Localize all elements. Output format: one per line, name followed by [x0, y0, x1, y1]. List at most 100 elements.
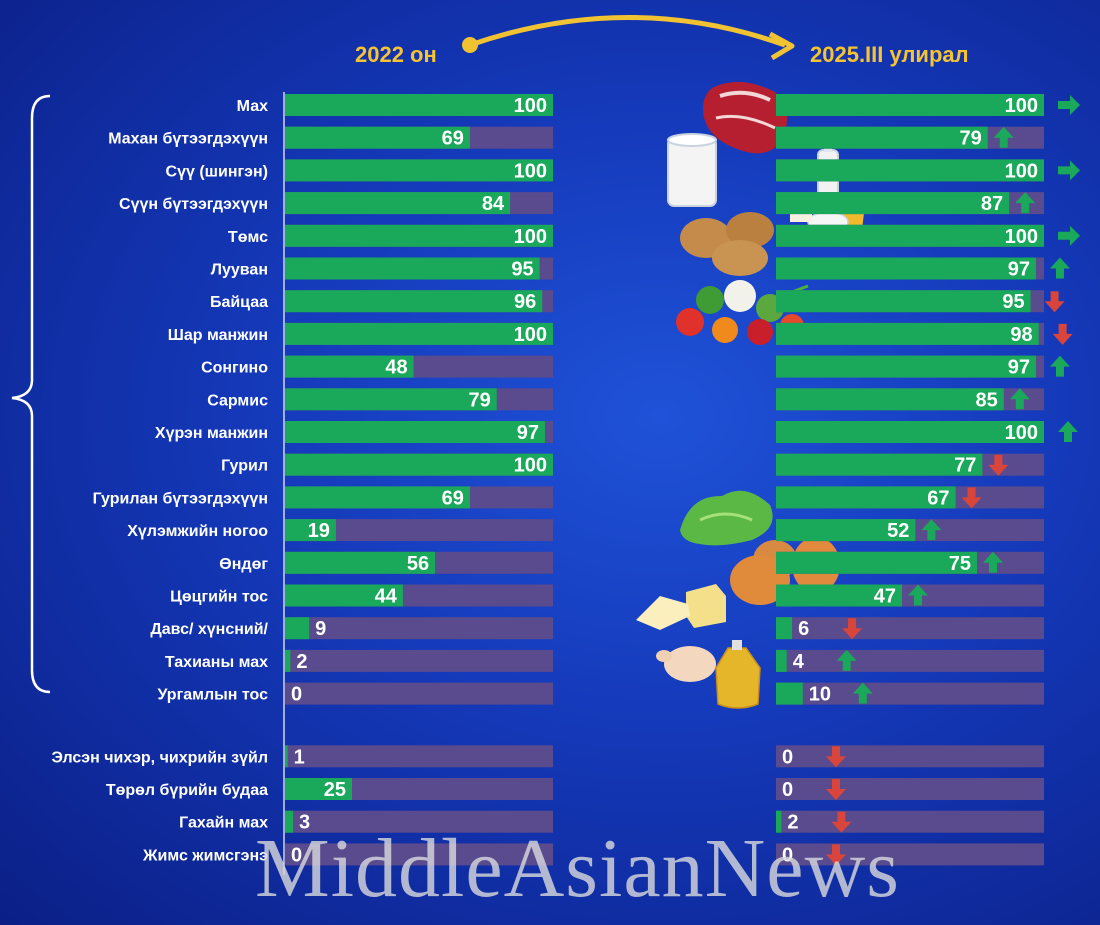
category-label: Байцаа: [210, 294, 268, 311]
bar-2022-bar: [285, 290, 543, 313]
dairy-products-icon: [790, 140, 866, 233]
bar-2025-value-label: 85: [976, 389, 998, 411]
bar-2025-value-label: 87: [981, 193, 1003, 215]
chicken-icon: [656, 646, 716, 682]
trend-up-arrow-icon: [921, 519, 942, 541]
trend-right-arrow-icon: [1058, 225, 1080, 246]
bar-2025-track: [776, 617, 1044, 640]
bar-2025-bar: [776, 519, 916, 542]
bar-2022-value-label: 69: [442, 128, 464, 150]
trend-up-arrow-icon: [907, 584, 928, 606]
bar-2025-bar: [776, 94, 1044, 116]
bar-2025-value-label: 97: [1008, 259, 1030, 281]
trend-up-arrow-icon: [1049, 257, 1070, 279]
trend-down-arrow-icon: [1052, 323, 1073, 345]
category-label: Сармис: [207, 392, 268, 409]
bar-2025-value-label: 75: [949, 553, 971, 575]
lettuce-icon: [680, 490, 773, 546]
bar-2022-value-label: 56: [407, 553, 429, 575]
bar-2022-bar: [285, 94, 553, 116]
trend-up-arrow-icon: [983, 551, 1003, 573]
bar-2022-value-label: 3: [299, 812, 310, 834]
bar-2025-bar: [776, 617, 793, 640]
transition-arrow: [469, 15, 786, 48]
trend-up-arrow-icon: [1049, 355, 1070, 377]
bar-2025-value-label: 100: [1005, 226, 1038, 248]
bar-2022-value-label: 69: [442, 487, 464, 509]
bar-2022-track: [285, 810, 553, 833]
trend-right-arrow-icon: [1058, 95, 1080, 115]
trend-right-arrow-icon: [1058, 160, 1080, 181]
bar-2025-track: [776, 778, 1044, 800]
bar-2022-bar: [285, 584, 403, 607]
bar-2022-bar: [285, 810, 294, 833]
bar-2022-bar: [285, 126, 470, 149]
bar-2022-value-label: 44: [375, 586, 398, 608]
bar-2022-bar: [285, 486, 470, 509]
bar-2022-value-label: 100: [514, 95, 547, 117]
category-label: Хүлэмжийн ногоо: [127, 523, 268, 540]
category-label: Цөцгийн тос: [170, 589, 268, 606]
bar-2022-bar: [285, 453, 553, 476]
milk-glass-icon: [667, 133, 717, 207]
trend-up-arrow-icon: [836, 649, 857, 671]
trend-up-arrow-icon: [1058, 421, 1078, 442]
transition-arrow-start-dot: [462, 37, 478, 53]
bar-2025-bar: [776, 192, 1010, 215]
bar-2025-bar: [776, 551, 977, 574]
bar-2025-value-label: 10: [809, 684, 831, 706]
bar-2025-track: [776, 649, 1044, 672]
category-label: Төрөл бүрийн будаа: [106, 782, 268, 799]
bar-2022-value-label: 9: [315, 618, 326, 640]
bar-2022-value-label: 25: [324, 779, 346, 801]
bar-2025-value-label: 98: [1010, 324, 1032, 346]
bar-2025-value-label: 2: [787, 812, 798, 834]
bar-2022-value-label: 19: [308, 520, 330, 542]
trend-down-arrow-icon: [826, 844, 846, 866]
bar-2025-value-label: 79: [959, 128, 981, 150]
bar-2022-bar: [285, 745, 288, 768]
bar-2022-bar: [285, 224, 553, 247]
bar-2025-bar: [776, 388, 1004, 411]
bar-2025-value-label: 67: [927, 487, 949, 509]
potatoes-icon: [680, 212, 774, 276]
bar-2025-bar: [776, 257, 1036, 280]
bar-2022-bar: [285, 778, 352, 800]
bar-2022-value-label: 100: [514, 324, 547, 346]
bar-2025-track: [776, 682, 1044, 705]
bar-2025-bar: [776, 290, 1031, 313]
bar-2022-bar: [285, 192, 511, 215]
bar-2022-value-label: 97: [517, 422, 539, 444]
category-label: Сүүн бүтээгдэхүүн: [119, 196, 268, 213]
bar-2025-bar: [776, 453, 983, 476]
bar-2025-bar: [776, 421, 1044, 443]
meat-icon: [703, 81, 788, 154]
bar-2022-track: [285, 519, 553, 542]
bar-2022-bar: [285, 322, 553, 345]
bar-2025-bar: [776, 126, 988, 149]
bar-2022-bar: [285, 519, 336, 542]
bar-2025-bar: [776, 682, 803, 705]
bar-2025-bar: [776, 355, 1036, 378]
trend-down-arrow-icon: [826, 746, 846, 768]
category-label: Сүү (шингэн): [166, 163, 268, 180]
bar-2022-value-label: 48: [385, 357, 407, 379]
bar-2025-track: [776, 745, 1044, 768]
trend-down-arrow-icon: [1044, 291, 1065, 313]
bar-2022-value-label: 100: [514, 160, 547, 182]
trend-up-arrow-icon: [852, 682, 873, 704]
group-bracket: [11, 94, 51, 694]
trend-up-arrow-icon: [1015, 192, 1036, 214]
bar-2022-track: [285, 649, 553, 672]
bar-2025-value-label: 0: [782, 746, 793, 768]
bar-2025-value-label: 77: [954, 455, 976, 477]
bar-2022-value-label: 95: [511, 259, 533, 281]
bar-2022-value-label: 100: [514, 455, 547, 477]
category-label: Мах: [237, 98, 268, 115]
bar-2022-value-label: 100: [514, 226, 547, 248]
bar-2022-bar: [285, 649, 291, 672]
trend-down-arrow-icon: [826, 779, 846, 800]
bar-2025-bar: [776, 486, 956, 509]
